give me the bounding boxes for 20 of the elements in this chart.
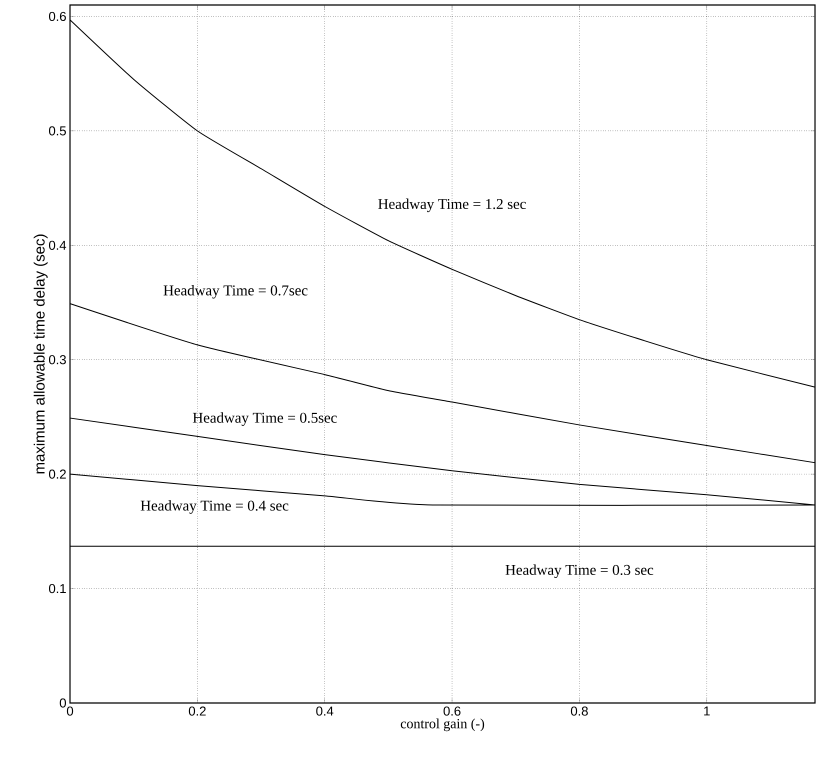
x-tick-label: 0.6 (444, 706, 460, 716)
x-tick-label: 0 (66, 706, 74, 716)
x-tick-label: 0.8 (570, 706, 588, 716)
series-label: Headway Time = 0.4 sec (140, 500, 288, 514)
y-tick-label: 0.5 (48, 126, 66, 136)
x-tick-label: 0.2 (188, 706, 206, 716)
y-tick-label: 0 (60, 698, 66, 708)
y-tick-label: 0.2 (48, 470, 66, 479)
x-tick-label: 1 (704, 706, 710, 716)
y-tick-label: 0.1 (48, 584, 66, 594)
y-axis-title: maximum allowable time delay (sec) (34, 234, 48, 474)
x-axis-title: control gain (-) (400, 718, 484, 732)
series-label: Headway Time = 1.2 sec (378, 198, 526, 212)
y-tick-label: 0.4 (48, 240, 66, 250)
series-label: Headway Time = 0.3 sec (506, 564, 654, 578)
text: Headway Time = 0.7sec (164, 284, 308, 299)
series-label: Headway Time = 0.5sec (192, 412, 337, 426)
y-tick-label: 0.6 (48, 12, 66, 22)
x-tick-label: 0.4 (316, 706, 334, 716)
y-tick-label: 0.3 (48, 355, 66, 364)
